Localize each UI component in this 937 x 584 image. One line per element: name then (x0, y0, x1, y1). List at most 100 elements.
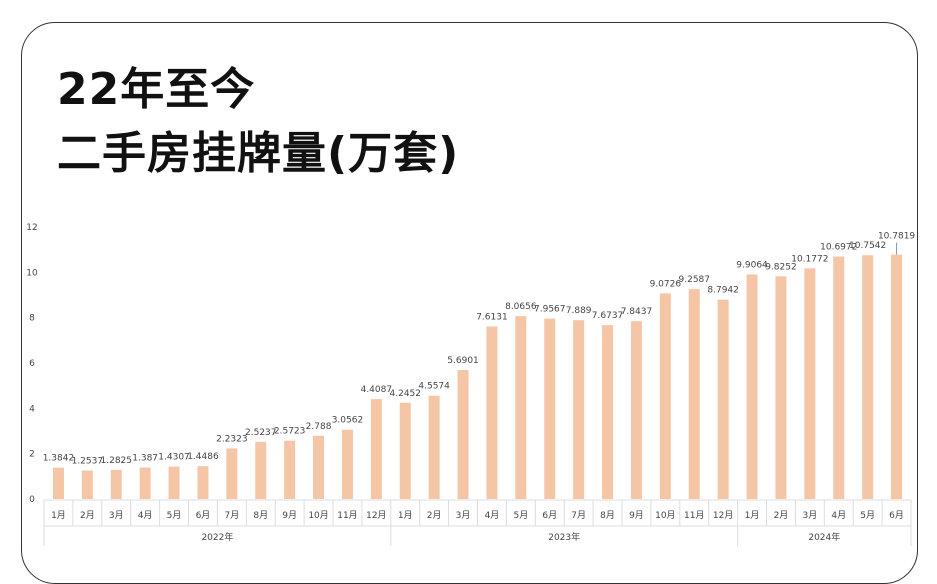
x-category-label: 6月 (542, 510, 557, 521)
data-label: 8.0656 (505, 302, 537, 312)
bar (746, 274, 758, 499)
data-label: 8.7942 (707, 286, 739, 296)
data-label: 3.0562 (332, 416, 364, 426)
bar (891, 254, 903, 499)
bar (284, 440, 296, 499)
bar (52, 467, 64, 499)
data-label: 1.387 (132, 454, 158, 464)
x-category-label: 2月 (80, 510, 95, 521)
y-tick-label: 8 (29, 314, 35, 324)
data-label: 2.788 (306, 422, 332, 432)
bar (602, 325, 614, 499)
data-label: 2.5723 (274, 427, 306, 437)
data-label: 4.4087 (361, 385, 393, 395)
bar-chart: 0 2 4 6 8 10 12 1.3842 1月 1.2537 2月 1.2825 3月 1.387 4月… (26, 223, 915, 546)
data-label: 9.8252 (765, 262, 797, 272)
y-tick-label: 2 (29, 450, 35, 460)
data-label: 9.0726 (650, 279, 682, 289)
x-category-label: 4月 (138, 510, 153, 521)
data-label: 2.2323 (216, 434, 248, 444)
x-category-label: 8月 (253, 510, 268, 521)
x-category-label: 1月 (398, 510, 413, 521)
bar (341, 429, 353, 499)
bar (313, 435, 325, 499)
y-tick-label: 6 (29, 359, 35, 369)
bar (573, 320, 585, 499)
bar (110, 469, 122, 499)
data-label: 7.8437 (621, 307, 653, 317)
x-category-label: 12月 (713, 510, 733, 521)
bar (804, 268, 816, 499)
bar (139, 467, 151, 499)
data-label: 1.2537 (72, 457, 104, 467)
x-group-label: 2022年 (201, 531, 233, 543)
x-category-label: 3月 (109, 510, 124, 521)
data-label: 10.7542 (849, 241, 886, 251)
y-tick-label: 10 (26, 268, 38, 278)
bar (544, 318, 556, 499)
x-category-label: 6月 (889, 510, 904, 521)
bar (775, 276, 787, 499)
data-label: 1.4486 (187, 452, 219, 462)
data-label: 1.2825 (101, 456, 133, 466)
x-category-label: 11月 (684, 510, 704, 521)
x-category-label: 5月 (167, 510, 182, 521)
x-category-label: 3月 (802, 510, 817, 521)
data-label: 7.6737 (592, 311, 624, 321)
bar (486, 326, 498, 499)
x-category-label: 7月 (571, 510, 586, 521)
data-label: 7.9567 (534, 305, 566, 315)
x-category-label: 10月 (308, 510, 328, 521)
bar (226, 448, 238, 499)
y-tick-label: 4 (29, 404, 35, 414)
x-category-label: 5月 (860, 510, 875, 521)
x-category-label: 5月 (513, 510, 528, 521)
bar (659, 293, 671, 499)
x-category-label: 9月 (282, 510, 297, 521)
bar (688, 289, 700, 499)
bar (862, 255, 874, 499)
data-label: 4.5574 (418, 382, 450, 392)
y-tick-label: 0 (29, 495, 35, 505)
data-label: 7.6131 (476, 312, 508, 322)
x-category-label: 1月 (745, 510, 760, 521)
bar (168, 466, 180, 499)
x-category-label: 4月 (485, 510, 500, 521)
bar (428, 395, 440, 499)
x-category-label: 11月 (337, 510, 357, 521)
bar (197, 466, 209, 499)
chart-title: 22年至今 二手房挂牌量(万套) (57, 58, 459, 186)
x-category-label: 12月 (366, 510, 386, 521)
bar (457, 370, 469, 499)
title-line-2: 二手房挂牌量(万套) (57, 128, 460, 179)
data-label: 10.7819 (878, 232, 915, 242)
bar (399, 402, 411, 499)
data-label: 2.5237 (245, 428, 277, 438)
bar (255, 441, 267, 499)
bar (81, 470, 93, 499)
x-category-label: 4月 (831, 510, 846, 521)
x-category-label: 6月 (196, 510, 211, 521)
x-category-label: 1月 (51, 510, 66, 521)
data-label: 1.3842 (43, 454, 75, 464)
x-category-label: 8月 (600, 510, 615, 521)
x-category-label: 3月 (456, 510, 471, 521)
data-label: 10.1772 (791, 254, 828, 264)
data-label: 9.9064 (736, 260, 768, 270)
bar (717, 299, 729, 499)
title-line-1: 22年至今 (57, 64, 256, 115)
bar (833, 256, 845, 499)
data-label: 7.889 (566, 306, 592, 316)
x-category-label: 10月 (655, 510, 675, 521)
x-category-label: 9月 (629, 510, 644, 521)
data-label: 1.4307 (158, 453, 190, 463)
data-label: 4.2452 (390, 389, 422, 399)
y-tick-label: 12 (26, 223, 37, 233)
data-label: 5.6901 (447, 356, 479, 366)
x-group-label: 2024年 (808, 531, 840, 543)
bar (630, 321, 642, 499)
bar (515, 316, 527, 499)
data-label: 9.2587 (679, 275, 711, 285)
data-label: 10.6972 (820, 243, 857, 253)
x-category-label: 2月 (427, 510, 442, 521)
